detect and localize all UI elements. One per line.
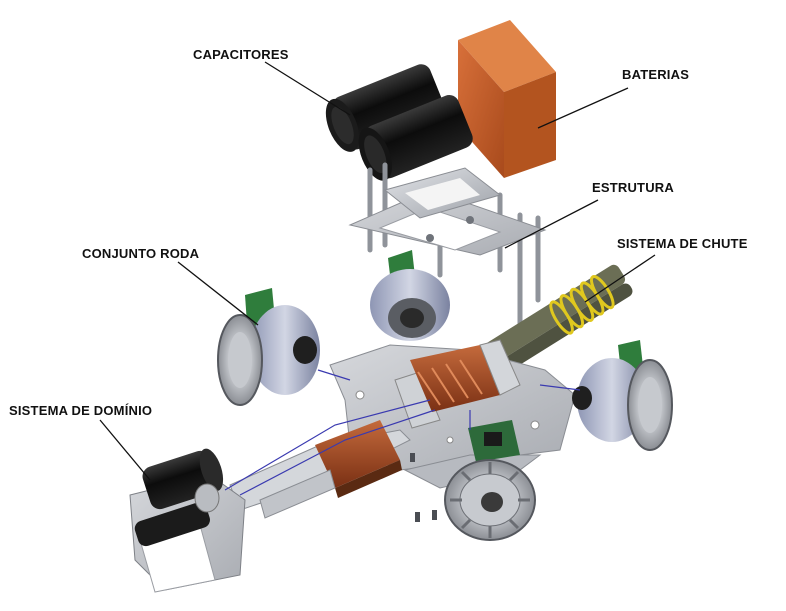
battery-block <box>458 20 556 178</box>
label-capacitores: CAPACITORES <box>193 47 289 62</box>
label-sistema-dominio: SISTEMA DE DOMÍNIO <box>9 403 153 418</box>
leader-baterias <box>537 87 629 129</box>
dribbler-rails <box>229 420 411 519</box>
center-pcb <box>468 420 520 462</box>
center-roller <box>394 339 521 429</box>
top-wheel-motor <box>370 250 450 341</box>
leader-sistema-dominio <box>99 419 151 481</box>
front-wheel <box>444 459 536 541</box>
wires <box>224 369 581 496</box>
leader-conjunto-roda <box>177 261 259 326</box>
left-wheel-assembly <box>217 288 320 406</box>
label-estrutura: ESTRUTURA <box>592 180 674 195</box>
label-baterias: BATERIAS <box>622 67 690 82</box>
loose-screws <box>410 453 437 522</box>
leader-estrutura <box>504 199 599 249</box>
chute-system <box>467 264 633 383</box>
right-wheel-assembly <box>572 340 673 451</box>
label-sistema-chute: SISTEMA DE CHUTE <box>617 236 748 251</box>
leader-lines <box>99 61 656 481</box>
capacitor-pair <box>325 64 473 181</box>
leader-capacitores <box>264 61 351 116</box>
leader-sistema-chute <box>584 254 656 303</box>
dribbler-system <box>129 448 246 593</box>
label-conjunto-roda: CONJUNTO RODA <box>82 246 200 261</box>
frame-structure <box>348 162 547 333</box>
